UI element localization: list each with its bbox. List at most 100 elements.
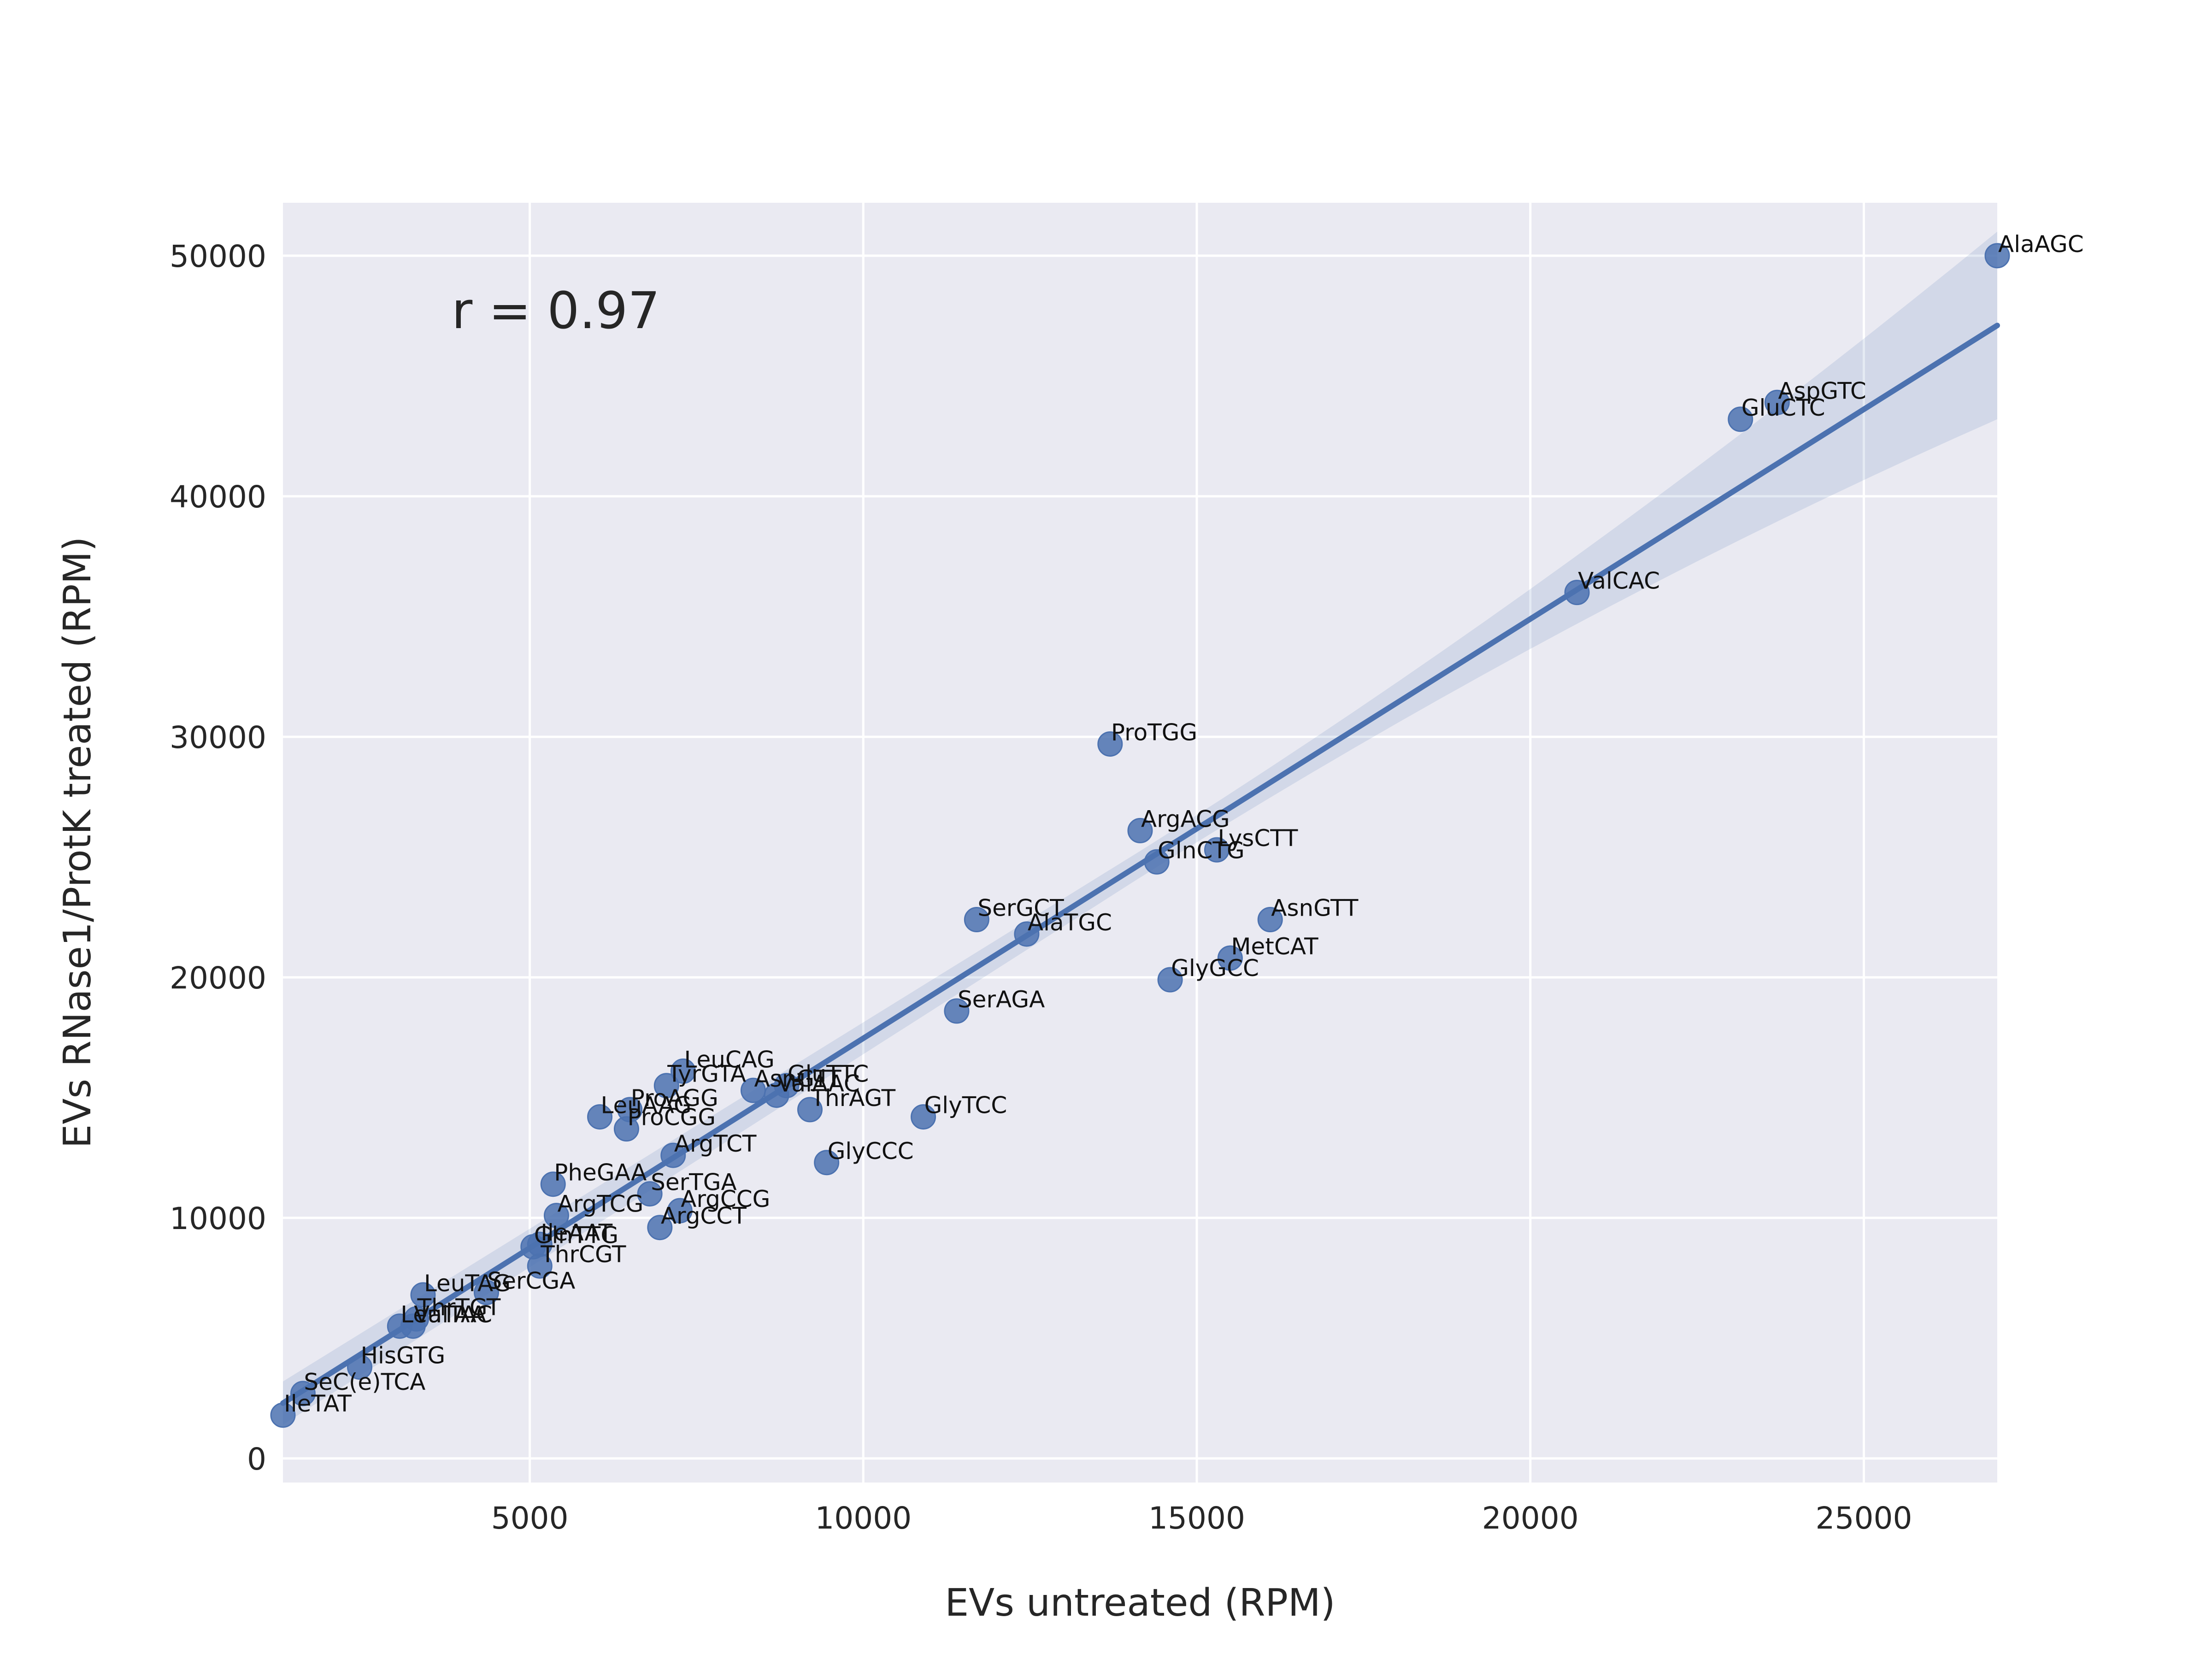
data-point-label: LeuCAG [684, 1046, 774, 1073]
data-point [647, 1215, 673, 1241]
data-point-label: IleAAT [541, 1219, 612, 1246]
data-point [911, 1104, 936, 1130]
data-point-label: PheGAA [554, 1159, 647, 1186]
y-tick-label: 30000 [170, 720, 266, 755]
data-point-label: HisGTG [360, 1342, 445, 1369]
y-tick-label: 10000 [170, 1201, 266, 1236]
x-tick-label: 25000 [1816, 1500, 1912, 1536]
data-point [587, 1104, 613, 1130]
data-point-label: ArgTCG [557, 1191, 643, 1218]
data-point-label: GlyTCC [924, 1092, 1007, 1119]
data-point-label: IleTAT [284, 1390, 352, 1417]
data-point [1127, 818, 1153, 843]
data-point [1728, 406, 1753, 432]
data-point-label: LeuTAA [400, 1301, 486, 1328]
data-point [540, 1171, 566, 1197]
data-point-label: SerCGA [487, 1268, 575, 1294]
data-point-label: GluTTC [788, 1061, 869, 1088]
y-axis-label: EVs RNase1/ProtK treated (RPM) [56, 537, 100, 1148]
data-point-label: LysCTT [1218, 825, 1298, 852]
x-tick-label: 20000 [1482, 1500, 1579, 1536]
data-point [543, 1203, 569, 1229]
data-point [387, 1313, 412, 1339]
x-tick-label: 10000 [815, 1500, 912, 1536]
data-point [670, 1058, 696, 1084]
data-point-label: GlyGCC [1171, 955, 1259, 982]
data-point-label: SerTGA [651, 1169, 737, 1196]
data-point [1217, 945, 1243, 971]
x-tick-label: 5000 [491, 1500, 569, 1536]
grid-lines [283, 203, 1997, 1483]
data-point-label: ArgTCT [674, 1130, 757, 1157]
data-point [410, 1282, 436, 1308]
data-point-label: AspGTC [1778, 377, 1866, 404]
data-point-label: ProAGG [631, 1085, 718, 1112]
data-point [1014, 921, 1040, 947]
data-point [660, 1142, 686, 1168]
data-point-label: SeC(e)TCA [304, 1369, 425, 1395]
data-point-label: AlaTGC [1028, 909, 1112, 936]
data-point [1157, 967, 1183, 993]
data-point-label: AsnGTT [1271, 895, 1359, 922]
data-point [1204, 837, 1230, 863]
regression-line [280, 323, 2000, 1406]
data-point-label: LeuTAG [424, 1270, 511, 1297]
x-tick-label: 15000 [1148, 1500, 1245, 1536]
data-point [527, 1253, 553, 1279]
regression-line-group [280, 323, 2000, 1406]
data-point [473, 1280, 499, 1306]
data-point-label: GluCTC [1741, 394, 1825, 421]
y-axis-ticks: 0 10000 20000 30000 40000 50000 [170, 239, 266, 1477]
data-point [653, 1073, 679, 1099]
data-point-label: GlnTTG [534, 1222, 618, 1248]
data-point [1564, 580, 1590, 606]
data-point [613, 1116, 639, 1142]
data-point-label: ThrCGT [540, 1241, 626, 1268]
data-point-label: ArgCCG [681, 1186, 770, 1212]
data-point-label: ValCAC [1578, 568, 1660, 594]
confidence-band [283, 231, 1997, 1425]
data-point [637, 1181, 663, 1207]
data-point-label: ArgCCT [661, 1203, 747, 1230]
y-tick-label: 20000 [170, 960, 266, 996]
data-point [944, 998, 970, 1024]
data-points [270, 243, 2010, 1428]
data-point [290, 1381, 316, 1406]
data-point [797, 1097, 823, 1123]
data-point [764, 1082, 789, 1108]
data-point-label: ArgACG [1141, 806, 1230, 832]
data-point-label: AsnGTT [754, 1065, 841, 1092]
data-point-label: ThrAGT [811, 1085, 896, 1112]
data-point [270, 1402, 296, 1428]
data-point-label: ProCGG [627, 1104, 716, 1131]
correlation-annotation: r = 0.97 [452, 281, 660, 340]
data-point-label: SerGCT [977, 895, 1064, 922]
data-point-label: MetCAT [1231, 933, 1318, 960]
data-point [1984, 243, 2010, 269]
data-point [347, 1354, 372, 1380]
data-point [1097, 731, 1123, 757]
data-point-label: ValTAC [414, 1301, 492, 1328]
data-point [1144, 849, 1170, 875]
data-point [964, 907, 989, 933]
data-point-label: ThrTGT [417, 1294, 500, 1321]
data-point-label: ProTGG [1111, 719, 1197, 746]
data-point [667, 1198, 693, 1224]
data-point-label: SerAGA [958, 986, 1045, 1013]
confidence-band-group [283, 231, 1997, 1425]
data-point-label: GlyCCC [828, 1138, 914, 1165]
y-tick-label: 40000 [170, 479, 266, 515]
data-point-label: AlaAGC [1998, 231, 2084, 258]
data-point [1257, 907, 1283, 933]
data-point [814, 1150, 840, 1176]
data-point-label: TyrGTA [667, 1061, 746, 1088]
x-axis-ticks: 5000 10000 15000 20000 25000 [491, 1500, 1912, 1536]
data-point-label: ValAAC [777, 1071, 860, 1097]
x-axis-label: EVs untreated (RPM) [945, 1581, 1335, 1625]
data-point [1764, 389, 1790, 415]
y-tick-label: 0 [247, 1441, 266, 1477]
y-tick-label: 50000 [170, 239, 266, 274]
data-point-label: LeuAAG [601, 1092, 692, 1119]
